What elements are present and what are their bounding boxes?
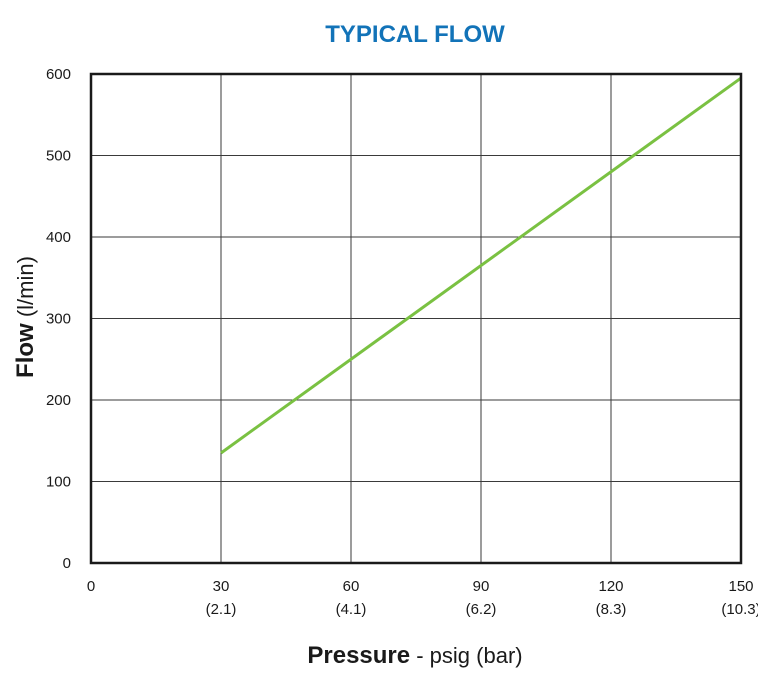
x-axis-label-bold: Pressure	[307, 642, 410, 669]
x-tick-sublabel: (8.3)	[596, 601, 627, 618]
y-tick-label: 500	[46, 148, 71, 165]
y-tick-label: 100	[46, 474, 71, 491]
x-tick-label: 30	[213, 578, 230, 595]
y-tick-label: 0	[63, 555, 71, 572]
series-group	[220, 76, 742, 455]
plot-frame	[89, 72, 743, 565]
x-axis-ticks: 0 30 (2.1) 60 (4.1) 90 (6.2) 120 (8.3) 150 (10.3)	[87, 578, 758, 618]
x-tick-sublabel: (10.3)	[721, 601, 758, 618]
flow-series-line	[220, 76, 742, 455]
grid-lines	[91, 74, 741, 563]
x-axis-label-rest: - psig (bar)	[410, 643, 522, 668]
y-tick-label: 200	[46, 392, 71, 409]
x-tick-label: 120	[598, 578, 623, 595]
y-tick-label: 600	[46, 66, 71, 83]
x-tick-label: 60	[343, 578, 360, 595]
x-tick-sublabel: (6.2)	[466, 601, 497, 618]
x-tick-sublabel: (2.1)	[206, 601, 237, 618]
y-tick-label: 400	[46, 229, 71, 246]
y-axis-label-rest: (l/min)	[13, 256, 38, 323]
x-tick-label: 150	[728, 578, 753, 595]
y-tick-label: 300	[46, 311, 71, 328]
chart-title: TYPICAL FLOW	[325, 21, 505, 48]
x-axis-label: Pressure - psig (bar)	[307, 642, 522, 669]
x-tick-sublabel: (4.1)	[336, 601, 367, 618]
x-tick-label: 90	[473, 578, 490, 595]
x-tick-label: 0	[87, 578, 95, 595]
y-axis-ticks: 0 100 200 300 400 500 600	[46, 66, 71, 572]
y-axis-label: Flow (l/min)	[12, 256, 39, 378]
y-axis-label-bold: Flow	[12, 323, 39, 378]
